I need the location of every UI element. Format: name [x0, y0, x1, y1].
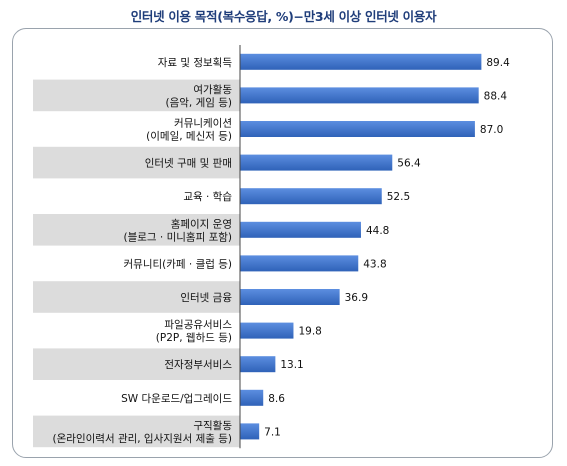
row-band [33, 415, 240, 448]
bar [240, 87, 479, 104]
category-label: (블로그 · 미니홈피 포함) [124, 230, 232, 243]
row-band [33, 79, 240, 112]
category-label: (P2P, 웹하드 등) [156, 331, 232, 344]
bar [240, 423, 260, 440]
value-label: 8.6 [268, 393, 285, 405]
category-label: 홈페이지 운영 [171, 217, 232, 230]
value-label: 19.8 [298, 326, 321, 338]
category-label: 커뮤니티(카페 · 클럽 등) [124, 257, 232, 270]
category-label: 전자정부서비스 [164, 359, 232, 371]
category-label: (온라인이력서 관리, 입사지원서 제출 등) [53, 432, 232, 445]
category-label: 여가활동 [193, 83, 232, 96]
category-label: 인터넷 금융 [180, 292, 232, 304]
value-label: 88.4 [484, 90, 508, 102]
bar [240, 289, 340, 305]
value-label: 36.9 [345, 292, 368, 304]
row-band [33, 348, 240, 380]
bar [240, 121, 475, 137]
bar [240, 389, 264, 406]
category-label: (이메일, 메신저 등) [146, 130, 232, 143]
value-label: 13.1 [280, 359, 303, 371]
value-label: 52.5 [387, 191, 410, 203]
bar [240, 255, 359, 272]
category-label: 커뮤니케이션 [174, 118, 232, 130]
bar [240, 322, 294, 339]
value-label: 56.4 [397, 158, 421, 170]
chart-title: 인터넷 이용 목적(복수응답, %)−만3세 이상 인터넷 이용자 [130, 9, 437, 24]
value-label: 7.1 [264, 426, 281, 438]
category-label: (음악, 게임 등) [165, 96, 232, 109]
value-label: 43.8 [363, 258, 386, 270]
bar [240, 221, 361, 238]
bar [240, 356, 276, 373]
category-label: SW 다운로드/업그레이드 [121, 392, 232, 405]
bar [240, 154, 393, 171]
row-band [33, 146, 240, 179]
category-label: 파일공유서비스 [164, 318, 232, 331]
category-label: 인터넷 구매 및 판매 [145, 158, 232, 170]
category-label: 구직활동 [193, 419, 232, 432]
value-label: 89.4 [486, 57, 510, 69]
value-label: 87.0 [480, 124, 503, 136]
value-label: 44.8 [366, 225, 389, 237]
row-band [33, 281, 240, 313]
row-band [33, 214, 240, 246]
bar [240, 188, 382, 205]
category-label: 자료 및 정보획득 [158, 57, 233, 69]
category-label: 교육 · 학습 [183, 191, 232, 203]
bar [240, 53, 482, 70]
